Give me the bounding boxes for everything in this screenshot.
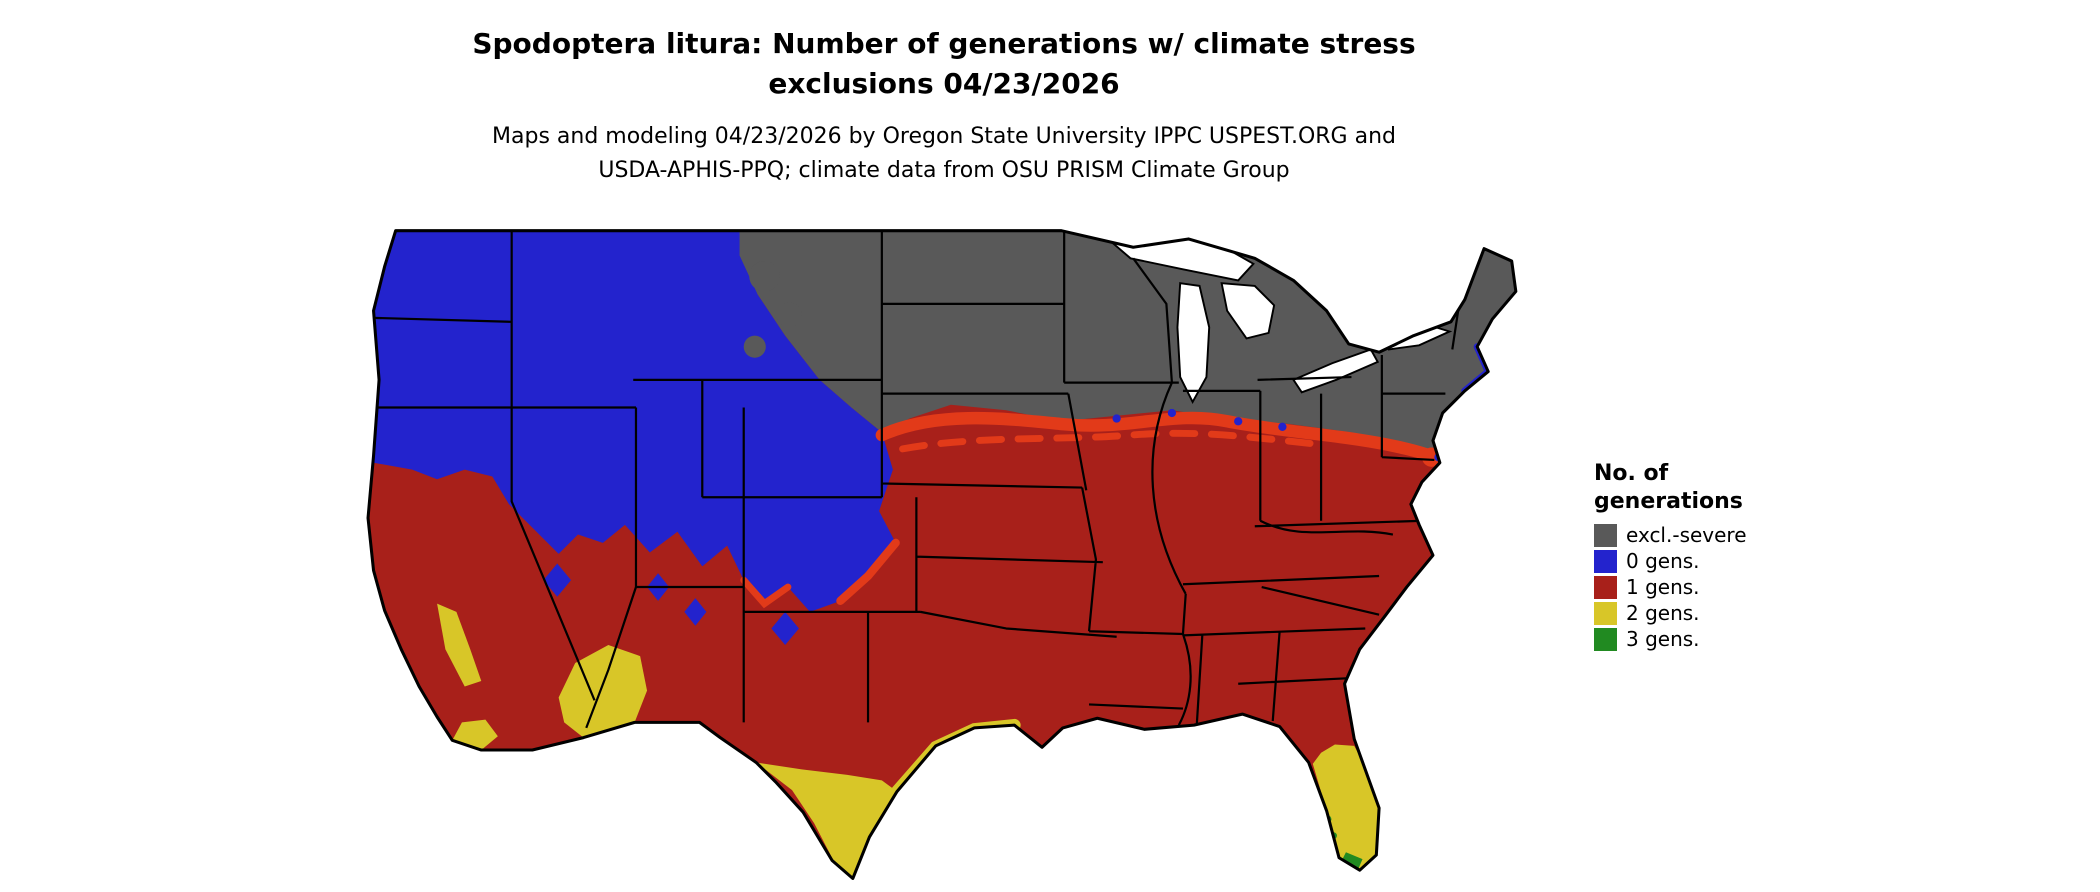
lake-michigan: [1176, 282, 1211, 405]
legend-item-2-gens: 2 gens.: [1594, 600, 1747, 626]
title-line-1: Spodoptera litura: Number of generations…: [472, 27, 1416, 60]
blue-speckle: [1444, 439, 1453, 448]
region-2-gens-south-texas: [756, 762, 898, 879]
region-0-gens: [373, 230, 896, 612]
region-0-gens-nm-patch: [771, 611, 799, 646]
region-3-gens-florida-tip: [1341, 852, 1363, 869]
legend-swatch-2-gens: [1594, 601, 1617, 625]
map-attribution: Maps and modeling 04/23/2026 by Oregon S…: [200, 120, 1688, 188]
blue-speckle: [1112, 414, 1121, 423]
attribution-line-2: USDA-APHIS-PPQ; climate data from OSU PR…: [598, 158, 1290, 183]
transition-fringe-az: [740, 576, 792, 609]
legend-swatch-excl-severe: [1594, 523, 1617, 547]
us-generations-map: [366, 229, 1518, 880]
legend-label-0-gens: 0 gens.: [1626, 549, 1700, 573]
transition-band-secondary: [899, 429, 1314, 453]
lake-erie: [1292, 348, 1380, 394]
state-boundaries: [368, 230, 1461, 729]
legend-item-1-gens: 1 gens.: [1594, 574, 1747, 600]
legend-swatch-0-gens: [1594, 549, 1617, 573]
transition-fringe-nm: [836, 538, 900, 605]
region-excl-severe-pocket-3: [743, 335, 766, 358]
region-0-gens-sierra-patch: [543, 563, 572, 597]
us-outline: [366, 229, 1518, 880]
transition-band-main: [875, 411, 1485, 489]
blue-speckle: [1234, 417, 1243, 426]
legend-swatch-1-gens: [1594, 575, 1617, 599]
region-excl-severe-pocket-2: [776, 302, 802, 328]
legend-label-2-gens: 2 gens.: [1626, 601, 1700, 625]
legend-label-1-gens: 1 gens.: [1626, 575, 1700, 599]
legend-title-line-2: generations: [1594, 489, 1743, 514]
legend-item-0-gens: 0 gens.: [1594, 548, 1747, 574]
legend-label-3-gens: 3 gens.: [1626, 627, 1700, 651]
blue-speckle: [1278, 422, 1287, 431]
legend: No. of generations excl.-severe 0 gens. …: [1594, 460, 1747, 652]
legend-title-line-1: No. of: [1594, 461, 1669, 486]
region-excl-severe-pocket-1: [749, 261, 780, 292]
lake-huron: [1220, 282, 1276, 340]
legend-item-excl-severe: excl.-severe: [1594, 522, 1747, 548]
legend-label-excl-severe: excl.-severe: [1626, 523, 1747, 547]
blue-speckle: [1167, 408, 1177, 418]
legend-swatch-3-gens: [1594, 627, 1617, 651]
region-2-gens-florida: [1312, 744, 1380, 871]
legend-items: excl.-severe 0 gens. 1 gens. 2 gens. 3 g…: [1594, 522, 1747, 652]
region-2-gens-socal: [452, 719, 498, 751]
attribution-line-1: Maps and modeling 04/23/2026 by Oregon S…: [492, 124, 1396, 149]
title-line-2: exclusions 04/23/2026: [768, 67, 1120, 100]
legend-item-3-gens: 3 gens.: [1594, 626, 1747, 652]
page-title: Spodoptera litura: Number of generations…: [200, 24, 1688, 104]
region-2-gens-central-valley: [437, 603, 482, 687]
